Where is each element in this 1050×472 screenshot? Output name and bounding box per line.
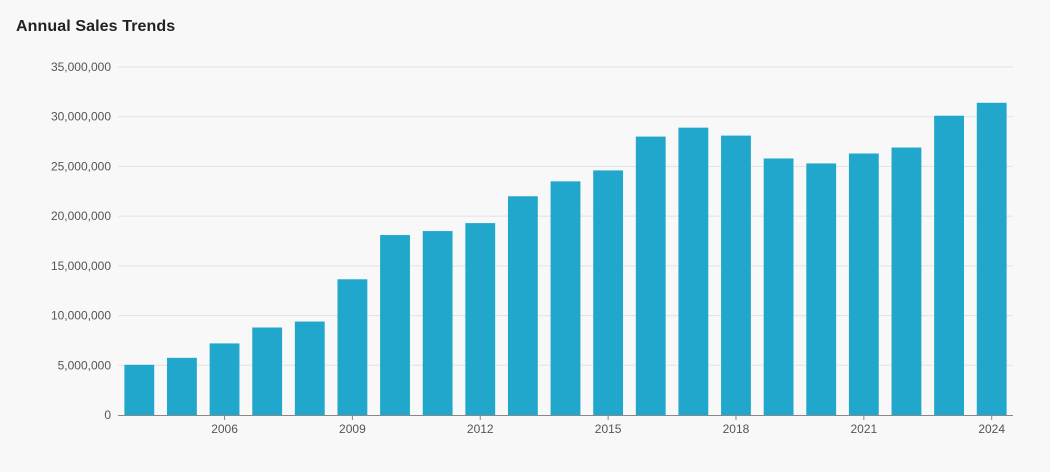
y-tick-label: 30,000,000 <box>51 110 111 124</box>
y-tick-label: 25,000,000 <box>51 159 111 173</box>
y-tick-label: 5,000,000 <box>58 358 112 372</box>
axes: 0 5,000,000 10,000,000 15,000,000 20,000,000… <box>51 60 1013 436</box>
bar-2018[interactable] <box>721 135 751 415</box>
y-tick-label: 0 <box>104 408 111 422</box>
x-tick-label: 2006 <box>211 422 238 436</box>
bar-2006[interactable] <box>209 343 240 415</box>
bar-2012[interactable] <box>465 223 496 415</box>
bar-2019[interactable] <box>763 158 794 415</box>
x-tick-label: 2024 <box>978 422 1005 436</box>
y-tick-label: 10,000,000 <box>51 309 111 323</box>
y-tick-label: 20,000,000 <box>51 209 111 223</box>
bar-2015[interactable] <box>593 170 624 415</box>
y-tick-label: 35,000,000 <box>51 60 111 74</box>
bar-2023[interactable] <box>934 115 964 415</box>
bar-2020[interactable] <box>806 163 837 415</box>
bar-2016[interactable] <box>635 136 666 415</box>
x-tick-label: 2021 <box>850 422 877 436</box>
bar-2010[interactable] <box>380 235 410 415</box>
bar-2004[interactable] <box>124 364 155 415</box>
chart-title: Annual Sales Trends <box>16 18 176 35</box>
bar-2008[interactable] <box>294 321 325 415</box>
bar-2009[interactable] <box>337 279 368 415</box>
bar-2022[interactable] <box>891 147 922 415</box>
bar-2005[interactable] <box>167 357 197 415</box>
bar-2021[interactable] <box>848 153 879 415</box>
bar-2011[interactable] <box>422 231 453 415</box>
y-tick-label: 15,000,000 <box>51 259 111 273</box>
bar-2007[interactable] <box>252 327 283 415</box>
bars <box>124 102 1007 416</box>
bar-2017[interactable] <box>678 127 709 415</box>
x-tick-label: 2015 <box>595 422 622 436</box>
x-tick-label: 2018 <box>723 422 750 436</box>
x-tick-label: 2012 <box>467 422 494 436</box>
bar-2013[interactable] <box>507 196 538 415</box>
bar-2014[interactable] <box>550 181 581 415</box>
bar-2024[interactable] <box>976 102 1007 416</box>
x-tick-label: 2009 <box>339 422 366 436</box>
